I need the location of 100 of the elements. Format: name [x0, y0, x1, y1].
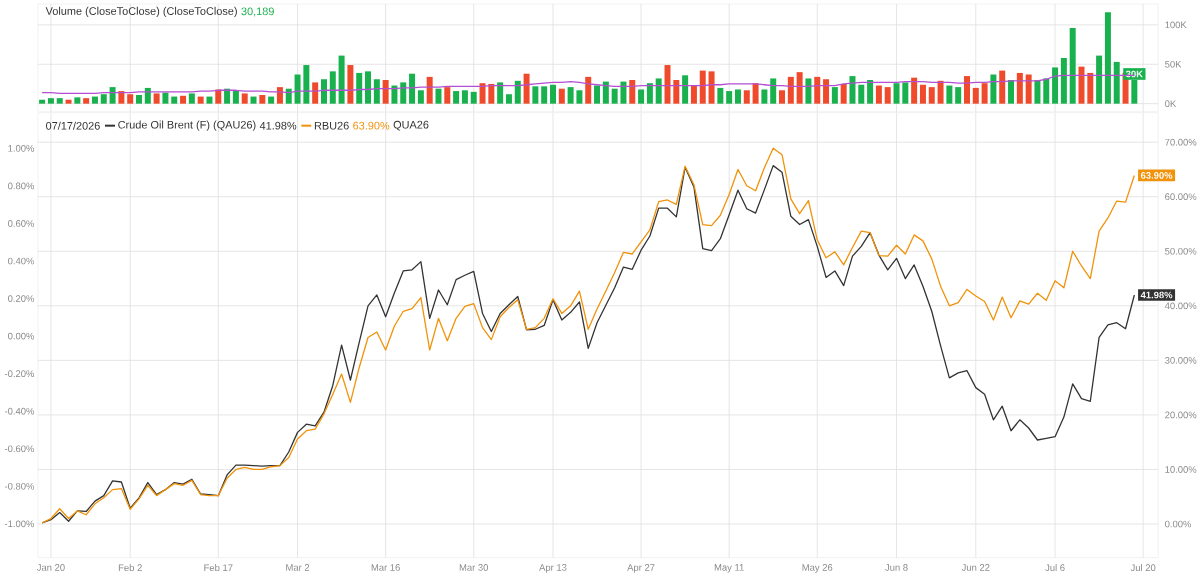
bar — [708, 71, 715, 104]
bar — [620, 81, 627, 104]
y2-tick-label: 1.00% — [8, 145, 35, 152]
bar — [409, 73, 416, 104]
bar — [312, 82, 319, 104]
bar — [444, 87, 451, 104]
bar — [1113, 62, 1120, 104]
bar — [937, 81, 944, 104]
bar — [365, 71, 372, 104]
bar — [963, 76, 970, 104]
bar — [849, 76, 856, 104]
bar — [1016, 73, 1023, 104]
legend-label: RBU26 — [314, 122, 349, 130]
bar — [91, 96, 98, 104]
bar — [118, 91, 125, 104]
bar — [329, 71, 336, 104]
bar — [109, 87, 116, 104]
bar — [787, 77, 794, 104]
bar — [928, 87, 935, 104]
bar — [276, 87, 283, 104]
bar — [241, 93, 248, 104]
bar — [39, 99, 46, 104]
bar — [470, 92, 477, 104]
bar — [743, 90, 750, 104]
bar — [734, 89, 741, 104]
bar — [532, 86, 539, 104]
bar — [558, 88, 565, 104]
bar — [955, 87, 962, 104]
bar — [875, 85, 882, 104]
bar — [215, 89, 222, 104]
bar — [303, 65, 310, 104]
bar — [1034, 80, 1041, 104]
bar — [162, 92, 169, 104]
bar — [294, 74, 301, 104]
bar — [796, 72, 803, 104]
y2-tick-label: -1.00% — [4, 520, 35, 528]
bar — [629, 80, 636, 104]
bar — [911, 77, 918, 104]
x-tick-label: Feb 17 — [204, 564, 233, 572]
bar — [1060, 58, 1067, 104]
data-label: 41.98% — [1140, 291, 1173, 299]
bar — [1069, 28, 1076, 104]
x-tick-label: Jan 20 — [36, 564, 65, 572]
bar — [461, 90, 468, 104]
bar — [83, 98, 90, 104]
bar — [453, 91, 460, 104]
bar — [902, 82, 909, 104]
bar — [867, 80, 874, 104]
bar — [65, 99, 72, 104]
bar — [1096, 55, 1103, 104]
bar — [206, 96, 213, 104]
bar — [770, 78, 777, 104]
y2-tick-label: -0.20% — [4, 370, 35, 378]
bar — [197, 96, 204, 104]
bar — [611, 88, 618, 104]
legend-label: Crude Oil Brent (F) (QAU26) — [118, 120, 256, 131]
bar — [259, 95, 266, 104]
bar — [646, 83, 653, 104]
x-tick-label: Feb 2 — [118, 564, 142, 572]
y-tick-label: 0.00% — [1165, 520, 1192, 528]
bar — [268, 96, 275, 104]
bar — [56, 98, 63, 104]
data-label: 63.90% — [1140, 172, 1173, 180]
bar — [805, 78, 812, 104]
bar — [699, 70, 706, 104]
text: 41.98% — [259, 122, 297, 130]
y2-tick-label: 0.00% — [8, 332, 35, 340]
bar — [823, 79, 830, 104]
y2-tick-label: -0.80% — [4, 483, 35, 490]
bar — [1078, 66, 1085, 104]
bar — [188, 93, 195, 104]
x-tick-label: Jul 6 — [1045, 564, 1065, 572]
bar — [999, 70, 1006, 104]
bar — [638, 89, 645, 104]
bar — [136, 95, 142, 104]
x-tick-label: Jun 22 — [961, 564, 990, 572]
bar — [893, 83, 900, 104]
x-tick-label: Jun 8 — [885, 564, 908, 572]
bar — [356, 73, 363, 104]
bar — [171, 96, 178, 104]
bar — [814, 77, 821, 104]
bar — [382, 80, 389, 104]
x-tick-label: Jul 20 — [1130, 564, 1156, 572]
y-tick-label: 0K — [1165, 100, 1177, 108]
bar — [127, 94, 134, 104]
y-tick-label: 50K — [1165, 61, 1182, 68]
y2-tick-label: 0.60% — [8, 220, 35, 228]
bar — [1008, 80, 1015, 104]
bar — [180, 96, 187, 104]
y2-tick-label: -0.40% — [4, 408, 35, 415]
bar — [779, 90, 786, 104]
bar — [250, 96, 257, 104]
bar — [690, 85, 697, 104]
bar — [585, 77, 592, 104]
bar — [523, 73, 530, 104]
bar — [1043, 78, 1050, 104]
bar — [153, 93, 160, 104]
x-tick-label: May 26 — [802, 564, 833, 573]
bar — [505, 94, 512, 104]
bar — [74, 97, 81, 104]
